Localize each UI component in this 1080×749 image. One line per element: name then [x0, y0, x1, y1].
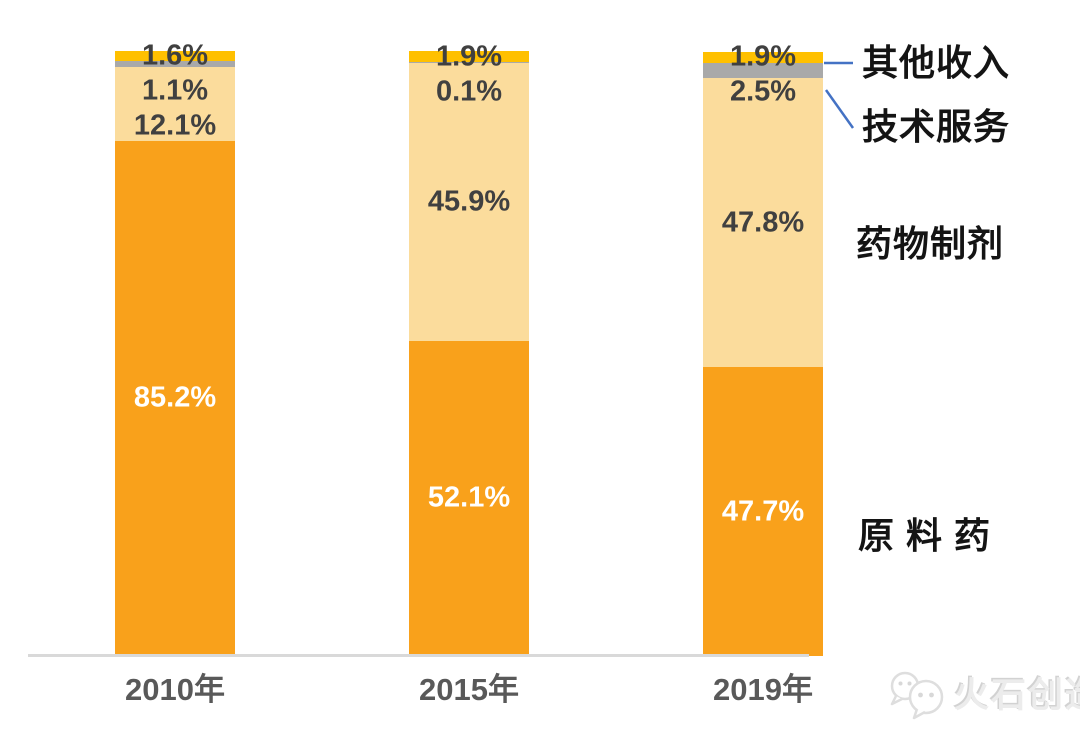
chat-bubbles-icon	[890, 671, 944, 720]
watermark: 火石创造	[886, 666, 1080, 724]
bar-segment-tech-service-2015年	[409, 62, 529, 64]
bar-segment-drug-preparation-2010年	[115, 67, 235, 141]
x-axis-label-2015年: 2015年	[419, 672, 519, 707]
bar-segment-raw-material-api-2019年	[703, 367, 823, 656]
data-label-other-income-2010年: 1.6%	[141, 39, 209, 72]
data-label-drug-preparation-2015年: 45.9%	[427, 185, 511, 218]
watermark-text: 火石创造	[954, 675, 1080, 715]
data-label-tech-service-2015年: 0.1%	[435, 75, 503, 108]
data-label-drug-preparation-2019年: 47.8%	[721, 206, 805, 239]
bar-segment-tech-service-2010年	[115, 60, 235, 68]
bar-segment-drug-preparation-2019年	[703, 78, 823, 368]
data-label-tech-service-2010年: 1.1%	[141, 74, 209, 107]
bar-segment-other-income-2010年	[115, 51, 235, 61]
x-axis-label-2019年: 2019年	[713, 672, 813, 707]
bar-segment-raw-material-api-2015年	[409, 340, 529, 656]
legend-label-tech-service: 技术服务	[862, 106, 1011, 147]
legend-label-raw-material-api: 原 料 药	[858, 515, 992, 556]
data-label-other-income-2019年: 1.9%	[729, 40, 797, 73]
data-label-tech-service-2019年: 2.5%	[729, 75, 797, 108]
legend-label-drug-preparation: 药物制剂	[856, 223, 1005, 264]
data-label-drug-preparation-2010年: 12.1%	[133, 109, 217, 142]
leader-line-tech-service	[824, 89, 855, 129]
x-axis-line	[28, 654, 809, 657]
x-axis-label-2010年: 2010年	[125, 672, 225, 707]
bar-segment-other-income-2019年	[703, 51, 823, 64]
bar-segment-tech-service-2019年	[703, 63, 823, 79]
data-label-raw-material-api-2010年: 85.2%	[133, 381, 217, 414]
data-label-raw-material-api-2015年: 52.1%	[427, 481, 511, 514]
data-label-raw-material-api-2019年: 47.7%	[721, 495, 805, 528]
bar-segment-raw-material-api-2010年	[115, 140, 235, 656]
data-label-other-income-2015年: 1.9%	[435, 40, 503, 73]
legend-label-other-income: 其他收入	[862, 42, 1011, 83]
bar-segment-other-income-2015年	[409, 51, 529, 63]
bar-segment-drug-preparation-2015年	[409, 63, 529, 341]
